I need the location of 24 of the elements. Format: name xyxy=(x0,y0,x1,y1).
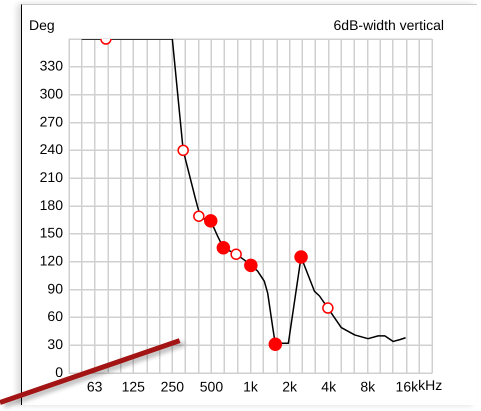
y-tick-label: 330 xyxy=(40,58,64,74)
y-tick-label: 60 xyxy=(47,308,64,324)
y-tick-label: 120 xyxy=(40,252,64,269)
y-tick-label: 180 xyxy=(40,196,64,213)
y-tick-label: 210 xyxy=(40,169,64,186)
x-tick-label: 500 xyxy=(200,378,224,394)
y-tick-label: 150 xyxy=(40,224,64,241)
x-tick-label: 250 xyxy=(160,378,184,394)
x-tick-label: 1k xyxy=(243,378,259,394)
x-tick-label: 4k xyxy=(321,378,338,394)
x-tick-label: 16k xyxy=(396,378,420,394)
x-tick-label: 125 xyxy=(122,378,146,394)
y-tick-label: 300 xyxy=(40,86,64,102)
y-tick-label: 270 xyxy=(40,113,64,130)
chart-title: 6dB-width vertical xyxy=(334,16,444,33)
y-tick-label: 30 xyxy=(47,336,64,352)
y-tick-label: 0 xyxy=(55,364,64,380)
x-tick-label: 2k xyxy=(282,378,298,394)
x-tick-label: 63 xyxy=(86,378,103,394)
x-axis-title: kHz xyxy=(418,376,442,393)
y-tick-label: 90 xyxy=(47,280,64,296)
y-tick-label: 240 xyxy=(40,141,64,158)
y-axis-title: Deg xyxy=(29,16,55,33)
x-tick-label: 8k xyxy=(360,378,376,394)
